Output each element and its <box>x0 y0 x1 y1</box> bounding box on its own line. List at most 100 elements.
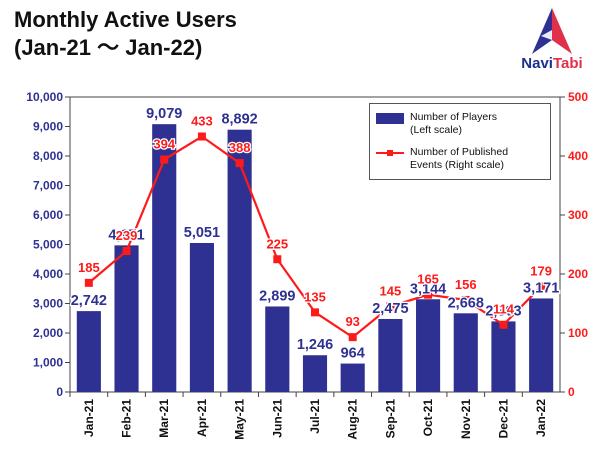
legend-item-events: Number of Published Events (Right scale) <box>376 146 508 172</box>
chart-title-line-2: (Jan-21 ～ Jan-22) <box>14 35 203 60</box>
bar-data-label: 3,171 <box>523 280 559 296</box>
bar-data-label: 2,475 <box>372 301 408 317</box>
bar-data-label: 8,892 <box>221 112 257 128</box>
chart-title: Monthly Active Users (Jan-21 ～ Jan-22) <box>14 6 237 62</box>
y-left-tick-label: 4,000 <box>33 267 63 281</box>
y-left-tick-label: 9,000 <box>33 120 63 134</box>
bar <box>152 124 177 393</box>
event-data-label: 225 <box>266 236 288 251</box>
event-data-label: 388 <box>229 140 251 155</box>
y-right-tick-label: 0 <box>568 385 575 399</box>
event-data-label: 145 <box>380 283 402 298</box>
event-point <box>273 255 282 264</box>
x-tick-label: Dec-21 <box>496 399 510 439</box>
legend-item-players: Number of Players (Left scale) <box>376 111 497 137</box>
x-tick-label: Feb-21 <box>120 399 134 438</box>
y-left-tick-label: 2,000 <box>33 326 63 340</box>
y-right-tick-label: 200 <box>568 267 588 281</box>
y-left-tick-label: 7,000 <box>33 179 63 193</box>
event-data-label: 239 <box>116 228 138 243</box>
bar-data-label: 5,051 <box>184 225 220 241</box>
y-right-tick-label: 500 <box>568 90 588 104</box>
event-data-label: 433 <box>191 114 213 129</box>
event-data-label: 394 <box>153 137 175 152</box>
bar <box>265 306 290 392</box>
bar-data-label: 1,246 <box>297 337 333 353</box>
x-tick-label: Jun-21 <box>270 399 284 438</box>
event-data-label: 165 <box>417 272 439 287</box>
x-tick-label: Jul-21 <box>308 399 322 434</box>
chart-legend: Number of Players (Left scale) Number of… <box>369 103 551 180</box>
logo-text-navi: Navi <box>521 55 553 72</box>
event-point <box>537 282 546 291</box>
bar-data-label: 3,144 <box>410 281 446 297</box>
bar <box>340 363 365 392</box>
y-left-tick-label: 5,000 <box>33 238 63 252</box>
bar-data-label: 2,899 <box>259 288 295 304</box>
bar-data-label: 964 <box>341 346 365 362</box>
bar <box>189 242 214 392</box>
bar <box>453 313 478 392</box>
event-point <box>386 302 395 311</box>
bar <box>76 311 101 392</box>
x-tick-label: May-21 <box>233 399 247 440</box>
bar <box>529 298 554 392</box>
y-left-tick-label: 3,000 <box>33 297 63 311</box>
legend-label-events-1: Number of Published <box>410 146 509 158</box>
x-tick-label: Jan-22 <box>534 399 548 437</box>
x-tick-label: Mar-21 <box>157 399 171 438</box>
x-tick-label: Aug-21 <box>346 399 360 440</box>
bar <box>378 318 403 392</box>
event-data-label: 156 <box>455 277 477 292</box>
legend-label-events-2: Events (Right scale) <box>410 159 504 171</box>
event-point <box>235 159 244 168</box>
x-tick-label: Sep-21 <box>383 399 397 439</box>
event-data-label: 135 <box>304 289 326 304</box>
y-right-tick-label: 400 <box>568 149 588 163</box>
event-point <box>424 290 433 299</box>
legend-label-players-1: Number of Players <box>410 111 497 123</box>
x-tick-label: Apr-21 <box>195 399 209 437</box>
event-point <box>311 308 319 317</box>
bar <box>227 129 252 392</box>
navitabi-logo-text: NaviTabi <box>512 55 592 72</box>
y-left-tick-label: 0 <box>56 385 63 399</box>
chart-title-line-1: Monthly Active Users <box>14 7 237 32</box>
y-left-tick-label: 10,000 <box>26 90 63 104</box>
event-data-label: 93 <box>345 314 359 329</box>
x-tick-label: Oct-21 <box>421 399 435 437</box>
event-data-label: 114 <box>493 302 515 317</box>
logo-text-tabi: Tabi <box>552 55 583 72</box>
legend-label-players-2: (Left scale) <box>410 124 462 136</box>
legend-swatch-events <box>376 147 404 159</box>
bar <box>491 321 516 392</box>
bar-data-label: 2,668 <box>448 295 484 311</box>
event-point <box>499 320 508 329</box>
bar <box>416 299 441 392</box>
event-data-label: 179 <box>530 263 552 278</box>
y-left-tick-label: 6,000 <box>33 208 63 222</box>
event-point <box>160 155 169 164</box>
event-point <box>122 246 131 255</box>
bar-data-label: 2,742 <box>71 293 107 309</box>
event-point <box>348 333 357 342</box>
event-point <box>197 132 206 141</box>
navitabi-logo-mark <box>532 8 572 54</box>
y-left-tick-label: 1,000 <box>33 356 63 370</box>
y-right-tick-label: 300 <box>568 208 588 222</box>
event-point <box>461 295 470 304</box>
navitabi-logo: NaviTabi <box>512 6 592 76</box>
bar-data-label: 4,971 <box>108 227 144 243</box>
bar-data-label: 2,393 <box>485 303 521 319</box>
x-tick-label: Nov-21 <box>459 399 473 439</box>
y-left-tick-label: 8,000 <box>33 149 63 163</box>
bar <box>114 245 139 392</box>
legend-swatch-players <box>376 113 404 124</box>
bar <box>302 355 328 392</box>
event-point <box>84 278 93 287</box>
x-tick-label: Jan-21 <box>82 399 96 437</box>
event-data-label: 185 <box>78 260 100 275</box>
y-right-tick-label: 100 <box>568 326 588 340</box>
bar-data-label: 9,079 <box>146 106 182 122</box>
